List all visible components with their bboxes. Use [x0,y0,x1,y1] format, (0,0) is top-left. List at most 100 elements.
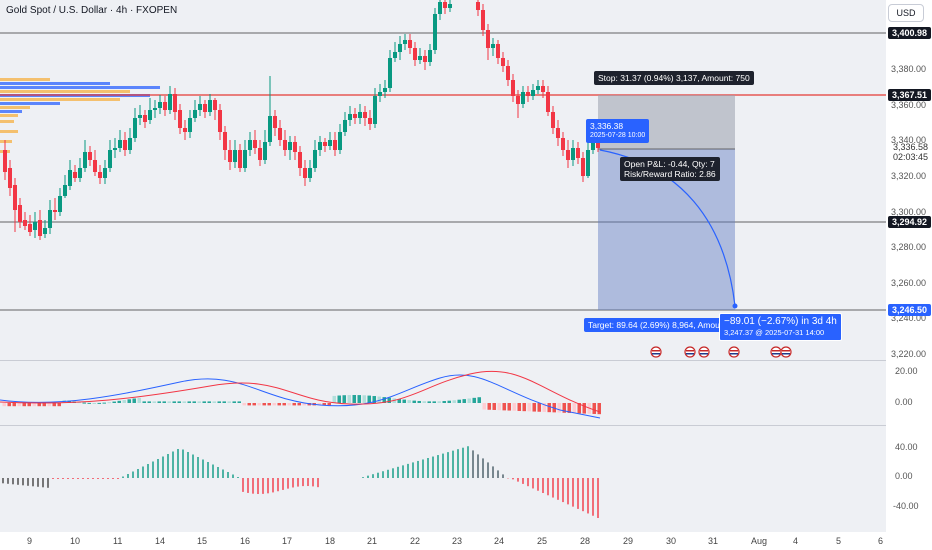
macd-bar [467,398,471,403]
candle-body [198,104,202,110]
macd-line [0,374,601,419]
macd-bar [257,403,261,406]
time-tick: 14 [155,536,166,546]
macd-bar [282,403,286,406]
candle-body [108,150,112,168]
price-tick: 3,240.00 [891,313,927,323]
projection-label[interactable]: −89.01 (−2.67%) in 3d 4h 3,247.37 @ 2025… [719,313,842,341]
candle-body [596,138,600,148]
macd-bar [187,401,191,403]
flag-stripe [652,353,660,355]
candle-body [586,150,590,176]
candle-body [238,150,242,168]
candle-body [368,118,372,124]
time-tick: 10 [70,536,81,546]
candle-body [556,128,560,138]
candle-body [571,148,575,160]
currency-button[interactable]: USD [888,4,924,22]
flag-stripe [686,350,694,352]
macd-bar [37,403,41,407]
time-tick: Aug [751,536,768,546]
price-tick: 3,260.00 [891,278,927,288]
macd-tick: 20.00 [895,366,918,376]
volume-profile-bar [0,110,22,113]
macd-bar [387,397,391,403]
macd-bar [127,399,131,403]
candle-body [531,90,535,96]
macd-bar [562,403,566,413]
candle-body [228,150,232,162]
macd-bar [207,401,211,403]
candle-body [18,205,22,222]
candle-body [413,48,417,60]
hist-tick: 0.00 [895,471,913,481]
candle-body [278,128,282,140]
macd-bar [332,395,336,403]
candle-body [353,114,357,118]
candlesticks [3,0,600,240]
macd-bar [42,403,46,407]
us-flag-event-icon[interactable] [650,346,662,358]
macd-bar [557,403,561,413]
volume-profile-bar [0,130,18,133]
us-flag-event-icon[interactable] [698,346,710,358]
target-info-label[interactable]: Target: 89.64 (2.69%) 8,964, Amount: [584,318,734,332]
macd-bar [347,395,351,403]
candle-body [298,152,302,168]
us-flag-event-icon[interactable] [728,346,740,358]
macd-bar [447,400,451,403]
candle-body [143,115,147,122]
candle-body [511,80,515,96]
pl-info-label[interactable]: Open P&L: -0.44, Qty: 7 Risk/Reward Rati… [620,157,720,181]
us-flag-event-icon[interactable] [770,346,782,358]
symbol-title[interactable]: Gold Spot / U.S. Dollar · 4h · FXOPEN [6,5,178,16]
projection-change: −89.01 (−2.67%) in 3d 4h [724,316,837,327]
entry-price-label[interactable]: 3,336.38 2025-07-28 10:00 [586,119,650,143]
macd-bar [357,395,361,403]
macd-bar [372,396,376,403]
price-tick: 3,380.00 [891,64,927,74]
us-flag-event-icon[interactable] [684,346,696,358]
flag-stripe [730,353,738,355]
time-tick: 29 [623,536,634,546]
macd-bar [67,400,71,403]
macd-bar [492,403,496,410]
candle-body [218,110,222,132]
macd-bar [572,403,576,414]
volume-profile-bar [0,90,130,93]
candle-body [3,150,7,172]
candle-body [501,58,505,66]
economic-events[interactable] [650,346,792,358]
histogram-indicator [2,446,599,518]
countdown-tag: 02:03:45 [893,152,929,162]
macd-bar [597,403,601,415]
macd-bar [547,403,551,413]
macd-bar [112,401,116,403]
macd-bar [417,400,421,403]
candle-body [233,150,237,162]
candle-body [591,138,595,150]
time-tick: 28 [580,536,591,546]
macd-bar [102,402,106,404]
time-tick: 24 [494,536,505,546]
time-tick: 18 [325,536,336,546]
flag-stripe [700,350,708,352]
stop-level-tag: 3,367.51 [888,89,932,101]
macd-bar [317,403,321,406]
macd-bar [212,401,216,403]
candle-body [273,116,277,128]
candle-body [48,210,52,228]
macd-bar [217,401,221,403]
us-flag-event-icon[interactable] [780,346,792,358]
macd-bar [157,401,161,403]
macd-bar [92,402,96,404]
price-tick: 3,300.00 [891,207,927,217]
flag-stripe [772,353,780,355]
macd-bar [177,401,181,403]
macd-bar [252,403,256,406]
macd-bar [162,401,166,403]
stop-info-label[interactable]: Stop: 31.37 (0.94%) 3,137, Amount: 750 [594,71,754,85]
candle-body [83,152,87,168]
time-tick: 23 [452,536,463,546]
